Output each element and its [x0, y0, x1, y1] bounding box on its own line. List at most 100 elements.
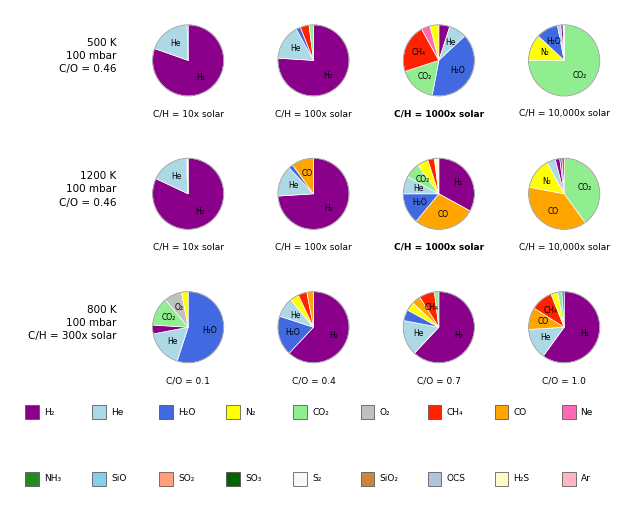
Text: H₂O: H₂O [178, 408, 196, 416]
Text: H₂S: H₂S [514, 475, 530, 483]
Wedge shape [152, 325, 188, 334]
Wedge shape [529, 162, 564, 194]
Wedge shape [435, 292, 439, 327]
Wedge shape [293, 158, 314, 194]
Wedge shape [300, 25, 314, 61]
Wedge shape [289, 165, 314, 194]
Wedge shape [155, 25, 188, 61]
Wedge shape [403, 29, 439, 71]
Title: C/O = 0.7: C/O = 0.7 [417, 376, 461, 385]
Text: H₂: H₂ [196, 73, 205, 82]
Wedge shape [152, 25, 224, 96]
Text: 800 K
100 mbar
C/H = 300x solar: 800 K 100 mbar C/H = 300x solar [28, 305, 117, 341]
Text: H₂: H₂ [324, 72, 332, 81]
Text: He: He [167, 337, 177, 346]
Text: OCS: OCS [446, 475, 465, 483]
Wedge shape [181, 292, 188, 327]
Wedge shape [186, 158, 188, 194]
Text: He: He [413, 184, 423, 193]
Wedge shape [430, 25, 439, 61]
Title: C/O = 1.0: C/O = 1.0 [542, 376, 586, 385]
Text: H₂: H₂ [329, 331, 338, 340]
Bar [428, 472, 441, 486]
Wedge shape [563, 25, 564, 61]
Text: H₂: H₂ [453, 178, 461, 187]
Wedge shape [547, 159, 564, 194]
Title: C/H = 100x solar: C/H = 100x solar [275, 243, 352, 252]
Wedge shape [403, 177, 439, 194]
Bar [562, 405, 576, 419]
Text: CH₄: CH₄ [446, 408, 463, 416]
Text: CO: CO [547, 207, 558, 216]
Wedge shape [307, 292, 314, 327]
Text: H₂: H₂ [325, 204, 334, 213]
Text: CH₄: CH₄ [424, 303, 439, 312]
Wedge shape [187, 158, 188, 194]
Wedge shape [529, 308, 564, 329]
Wedge shape [562, 292, 564, 327]
Wedge shape [543, 292, 600, 363]
Text: CO₂: CO₂ [577, 183, 592, 192]
Bar [25, 472, 39, 486]
Bar [293, 472, 307, 486]
Bar [361, 405, 374, 419]
Bar [562, 472, 576, 486]
Wedge shape [413, 297, 439, 327]
Title: C/O = 0.4: C/O = 0.4 [292, 376, 335, 385]
Text: H₂O: H₂O [547, 37, 561, 46]
Wedge shape [289, 292, 349, 363]
Text: CO: CO [514, 408, 527, 416]
Wedge shape [403, 194, 439, 221]
Bar [159, 472, 173, 486]
Text: Ar: Ar [581, 475, 591, 483]
Text: 500 K
100 mbar
C/O = 0.46: 500 K 100 mbar C/O = 0.46 [59, 38, 117, 74]
Text: CH₄: CH₄ [412, 48, 426, 57]
Wedge shape [403, 321, 439, 353]
Text: N₂: N₂ [540, 48, 549, 57]
Wedge shape [534, 294, 564, 327]
Text: He: He [171, 172, 181, 181]
Wedge shape [422, 26, 439, 61]
Wedge shape [551, 292, 564, 327]
Wedge shape [556, 159, 564, 194]
Wedge shape [439, 158, 475, 211]
Title: C/H = 10x solar: C/H = 10x solar [152, 109, 224, 118]
Bar [495, 472, 508, 486]
Wedge shape [435, 158, 439, 194]
Wedge shape [297, 27, 314, 61]
Wedge shape [561, 25, 564, 61]
Text: He: He [540, 333, 551, 342]
Text: CO: CO [538, 318, 549, 327]
Wedge shape [439, 25, 450, 61]
Text: CO₂: CO₂ [312, 408, 329, 416]
Title: C/H = 10,000x solar: C/H = 10,000x solar [519, 243, 609, 252]
Wedge shape [557, 292, 564, 327]
Bar [495, 405, 508, 419]
Bar [159, 405, 173, 419]
Text: He: He [288, 182, 299, 191]
Wedge shape [529, 25, 600, 96]
Text: O₂: O₂ [174, 303, 184, 312]
Title: C/H = 100x solar: C/H = 100x solar [275, 109, 352, 118]
Bar [428, 405, 441, 419]
Text: CO₂: CO₂ [162, 313, 176, 322]
Text: H₂O: H₂O [450, 66, 465, 75]
Bar [361, 472, 374, 486]
Text: SiO₂: SiO₂ [379, 475, 398, 483]
Text: He: He [291, 311, 301, 320]
Text: He: He [290, 45, 301, 54]
Wedge shape [278, 25, 349, 96]
Wedge shape [187, 25, 188, 61]
Wedge shape [405, 61, 439, 96]
Wedge shape [278, 168, 314, 196]
Text: He: He [413, 329, 424, 338]
Bar [226, 472, 240, 486]
Wedge shape [416, 194, 470, 229]
Text: CH₄: CH₄ [544, 306, 557, 315]
Text: CO₂: CO₂ [416, 175, 430, 184]
Text: H₂: H₂ [580, 329, 589, 338]
Wedge shape [562, 158, 564, 194]
Wedge shape [278, 158, 349, 229]
Bar [92, 472, 106, 486]
Wedge shape [166, 292, 188, 327]
